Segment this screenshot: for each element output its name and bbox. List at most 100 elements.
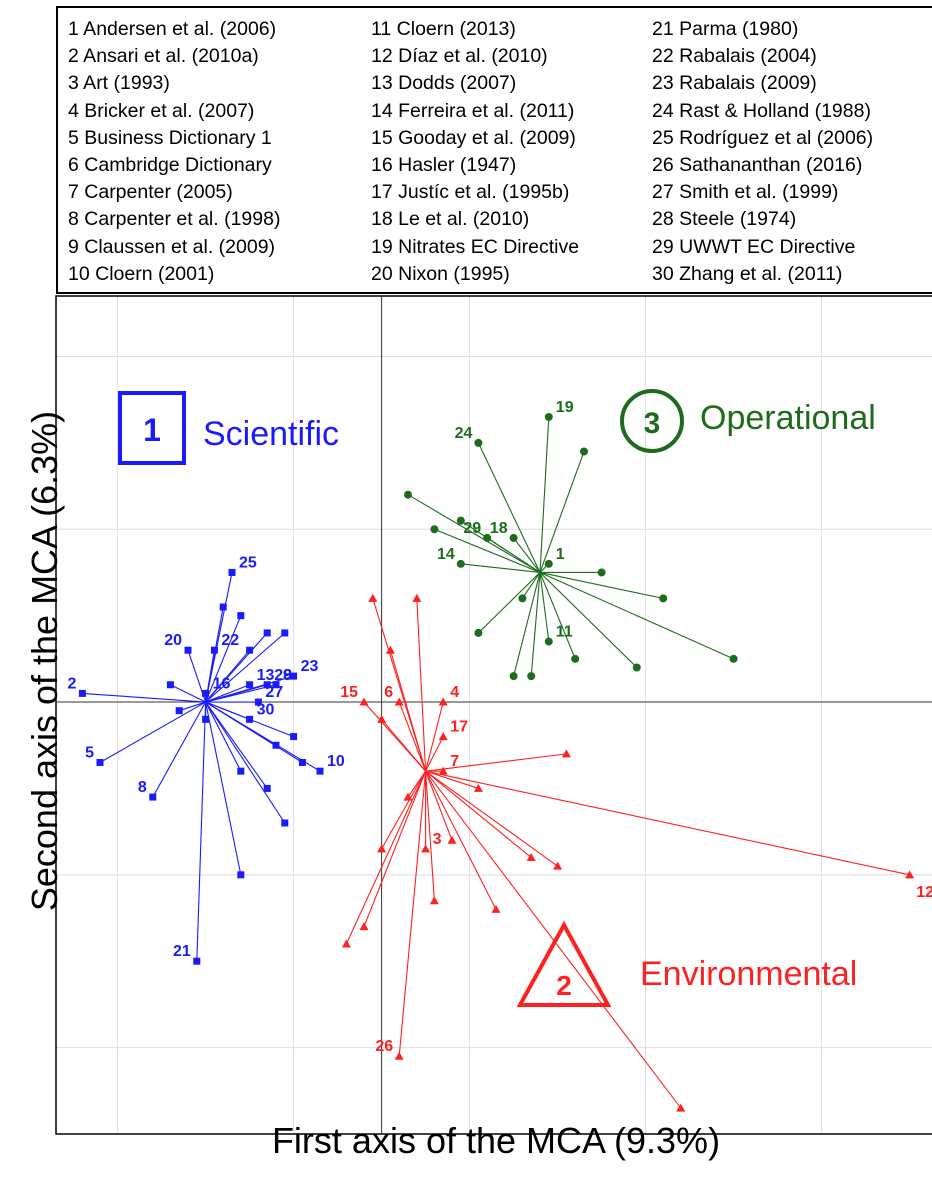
data-point xyxy=(544,412,553,421)
legend-entry: 6 Cambridge Dictionary xyxy=(68,154,272,176)
link-line xyxy=(460,520,541,573)
legend-entry: 5 Business Dictionary 1 xyxy=(68,126,272,149)
data-point xyxy=(377,714,387,723)
data-point xyxy=(263,784,271,792)
link-line xyxy=(345,770,427,945)
point-label: 19 xyxy=(556,399,574,416)
legend-entry: 1 Andersen et al. (2006) xyxy=(68,18,277,40)
link-line xyxy=(425,770,532,858)
data-point xyxy=(281,819,289,827)
data-point xyxy=(403,792,413,801)
data-point xyxy=(237,612,245,620)
data-point xyxy=(166,681,174,689)
group-badges: 1 Scientific 3 Operational 2 Environmental xyxy=(118,389,876,1007)
link-line xyxy=(539,451,585,573)
y-axis-label: Second axis of the MCA (6.3%) xyxy=(24,410,65,912)
data-point xyxy=(175,707,183,715)
data-point xyxy=(571,654,580,663)
data-point xyxy=(281,629,289,637)
link-line xyxy=(434,528,541,573)
data-point xyxy=(237,767,245,775)
data-point xyxy=(404,490,412,499)
data-point xyxy=(474,438,483,447)
data-point xyxy=(96,759,104,767)
legend-entry: 22 Rabalais (2004) xyxy=(652,45,817,68)
link-line xyxy=(539,572,638,668)
point-label: 28 xyxy=(274,667,292,684)
point-label: 22 xyxy=(221,632,239,649)
data-point xyxy=(290,733,298,741)
link-line xyxy=(205,615,242,703)
legend-entry: 18 Le et al. (2010) xyxy=(371,208,530,231)
point-label: 23 xyxy=(301,658,319,675)
legend-entry: 15 Gooday et al. (2009) xyxy=(371,126,576,149)
link-line xyxy=(425,770,453,841)
data-point xyxy=(377,844,387,853)
link-line xyxy=(179,701,206,712)
group-badge-triangle xyxy=(516,920,612,1007)
link-line xyxy=(205,701,303,763)
data-point xyxy=(905,870,915,879)
data-point xyxy=(659,594,668,603)
data-point xyxy=(632,663,641,672)
point-label: 9 xyxy=(283,667,292,684)
point-label: 6 xyxy=(384,684,393,701)
data-point xyxy=(474,628,483,637)
link-line xyxy=(425,753,567,772)
link-line xyxy=(460,563,541,574)
legend-entry: 30 Zhang et al. (2011) xyxy=(652,262,843,285)
legend-entry: 13 Dodds (2007) xyxy=(371,72,517,95)
point-label: 26 xyxy=(375,1038,393,1055)
legend-entry: 2 Ansari et al. (2010a) xyxy=(68,45,259,68)
data-point xyxy=(359,922,369,931)
link-line xyxy=(205,701,242,772)
point-label: 15 xyxy=(340,684,358,701)
link-line xyxy=(425,770,479,789)
link-line xyxy=(478,572,541,634)
legend-entry: 17 Justíc et al. (1995b) xyxy=(371,181,570,204)
point-label: 24 xyxy=(455,425,473,442)
data-point xyxy=(254,698,262,706)
data-point xyxy=(263,681,271,689)
cluster-environmental: 15 6 4 17 7 3 12 26 xyxy=(340,593,932,1112)
link-line xyxy=(539,416,550,573)
data-point xyxy=(509,533,518,542)
link-line xyxy=(205,701,268,789)
point-label: 5 xyxy=(85,745,94,762)
link-line xyxy=(398,771,427,1057)
legend-entry: 27 Smith et al. (1999) xyxy=(652,181,839,204)
point-label: 3 xyxy=(433,831,442,848)
data-point xyxy=(473,783,483,792)
point-label: 30 xyxy=(257,701,275,718)
data-point xyxy=(341,939,351,948)
data-point xyxy=(394,1051,404,1060)
group-badge-number: 2 xyxy=(556,970,572,1001)
data-point xyxy=(597,568,606,577)
data-point xyxy=(447,835,457,844)
legend-entry: 14 Ferreira et al. (2011) xyxy=(371,99,575,122)
legend-entry: 9 Claussen et al. (2009) xyxy=(68,235,276,258)
group-name-scientific: Scientific xyxy=(203,415,339,453)
data-point xyxy=(290,672,298,680)
group-name-environmental: Environmental xyxy=(640,955,857,993)
link-line xyxy=(513,572,541,677)
data-point xyxy=(237,871,245,879)
data-point xyxy=(202,715,210,723)
legend-entry: 20 Nixon (1995) xyxy=(371,262,510,285)
cluster-operational: 1 18 29 14 11 19 24 xyxy=(404,399,738,681)
link-line xyxy=(381,718,427,772)
link-line xyxy=(205,684,250,703)
data-point xyxy=(518,594,527,603)
point-label: 20 xyxy=(164,632,182,649)
data-point xyxy=(527,672,536,681)
link-line xyxy=(205,701,286,824)
data-point xyxy=(246,715,254,723)
data-point xyxy=(526,853,536,862)
data-point xyxy=(438,766,448,775)
legend-entry: 29 UWWT EC Directive xyxy=(652,235,856,258)
group-badge-circle xyxy=(620,389,684,453)
data-point xyxy=(193,957,201,965)
link-line xyxy=(205,701,242,875)
link-line xyxy=(152,701,207,798)
point-label: 12 xyxy=(916,884,932,901)
